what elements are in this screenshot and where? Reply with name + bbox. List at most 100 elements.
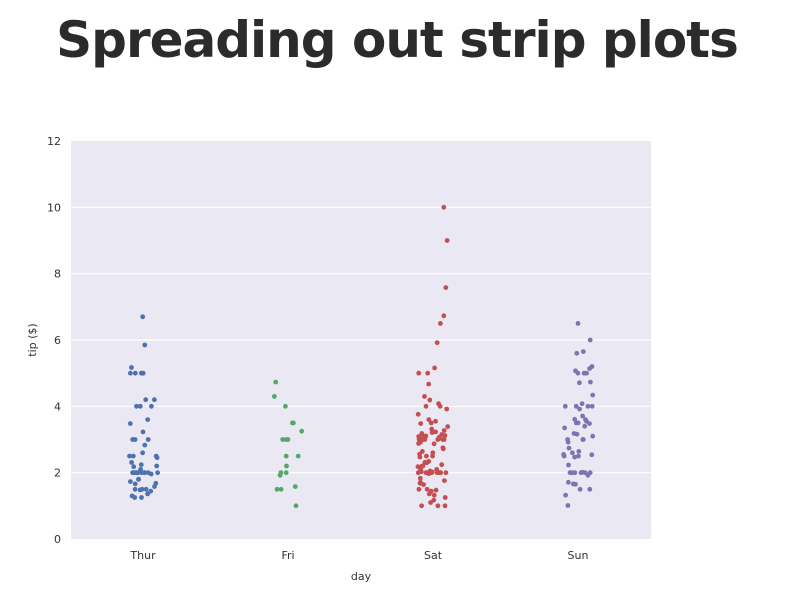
data-point-sat	[420, 463, 426, 469]
data-point-sat	[416, 370, 422, 376]
data-point-thur	[142, 442, 148, 448]
data-point-sun	[588, 379, 593, 385]
data-point-thur	[154, 455, 160, 461]
data-point-sun	[565, 503, 571, 508]
data-point-sun	[573, 481, 578, 487]
data-point-sun	[590, 392, 596, 398]
data-point-thur	[140, 429, 146, 435]
data-point-thur	[127, 479, 133, 484]
data-point-thur	[140, 450, 146, 456]
data-point-fri	[299, 428, 305, 434]
data-point-sun	[574, 431, 580, 437]
data-point-sun	[579, 401, 585, 407]
data-point-thur	[137, 403, 143, 409]
data-point-sun	[589, 452, 595, 458]
data-point-thur	[145, 491, 151, 497]
data-point-sat	[416, 441, 421, 446]
data-point-sat	[444, 406, 450, 412]
x-tick-labels: Thur Fri Sat Sun	[129, 549, 588, 562]
data-point-sat	[422, 394, 427, 399]
data-point-sat	[421, 482, 426, 487]
data-point-sun	[587, 337, 593, 343]
data-point-thur	[132, 370, 138, 376]
slide-title: Spreading out strip plots	[56, 11, 739, 69]
data-point-sat	[425, 370, 431, 376]
y-axis-label: tip ($)	[26, 323, 39, 356]
data-point-sun	[575, 370, 581, 376]
data-point-thur	[137, 487, 143, 493]
data-point-thur	[127, 453, 132, 459]
data-point-fri	[284, 463, 289, 469]
data-point-sat	[441, 313, 447, 319]
data-point-sun	[580, 349, 586, 354]
x-tick-label-sun: Sun	[568, 549, 589, 562]
y-tick-label: 10	[47, 201, 61, 214]
data-point-sat	[442, 503, 448, 509]
data-point-sat	[416, 486, 422, 492]
data-point-sat	[443, 285, 449, 290]
data-point-sun	[573, 420, 579, 426]
data-point-thur	[145, 437, 151, 442]
data-point-fri	[277, 472, 283, 478]
data-point-sun	[566, 462, 571, 468]
data-point-sat	[415, 470, 421, 476]
data-point-sun	[584, 370, 589, 376]
data-point-sun	[574, 350, 580, 356]
data-point-sat	[433, 418, 438, 424]
data-point-sat	[419, 503, 424, 509]
data-point-sat	[424, 486, 430, 492]
data-point-fri	[283, 403, 288, 409]
data-point-sat	[442, 433, 448, 438]
data-point-thur	[127, 370, 133, 376]
data-point-sat	[417, 475, 423, 481]
data-point-sun	[577, 406, 582, 412]
data-point-sun	[572, 454, 578, 460]
data-point-sat	[445, 424, 451, 429]
data-point-sat	[431, 492, 437, 498]
data-point-thur	[132, 495, 138, 500]
data-point-sun	[570, 450, 575, 456]
data-point-thur	[131, 464, 137, 470]
data-point-sat	[440, 446, 446, 452]
data-point-sat	[426, 381, 432, 387]
data-point-sat	[441, 428, 447, 433]
data-point-thur	[135, 470, 141, 476]
data-point-sun	[587, 366, 592, 371]
data-point-thur	[130, 437, 136, 442]
data-point-thur	[148, 488, 154, 494]
data-point-fri	[274, 486, 280, 492]
data-point-sun	[580, 413, 585, 419]
data-point-thur	[140, 370, 146, 376]
data-point-sun	[580, 437, 586, 442]
data-point-sat	[442, 478, 447, 483]
data-point-thur	[148, 471, 154, 477]
data-point-sun	[566, 445, 572, 451]
data-point-sat	[428, 500, 433, 505]
data-point-thur	[132, 481, 138, 487]
data-point-sun	[585, 403, 591, 409]
data-point-sun	[587, 486, 593, 492]
data-point-fri	[295, 453, 301, 459]
data-point-sun	[572, 416, 578, 422]
data-point-sat	[428, 420, 434, 426]
x-tick-label-thur: Thur	[129, 549, 156, 562]
data-point-sun	[566, 479, 571, 485]
data-point-thur	[143, 486, 149, 492]
data-point-sun	[577, 380, 582, 386]
x-tick-label-sat: Sat	[424, 549, 443, 562]
data-point-sat	[426, 471, 432, 477]
data-point-thur	[152, 397, 157, 403]
data-point-sat	[427, 397, 433, 403]
data-point-sat	[440, 437, 446, 442]
data-point-sat	[426, 417, 432, 422]
x-axis-label: day	[351, 570, 372, 583]
data-point-sat	[429, 430, 435, 435]
data-point-sun	[562, 403, 568, 409]
data-point-fri	[280, 437, 286, 442]
data-point-sun	[582, 423, 588, 429]
data-point-thur	[130, 470, 136, 476]
y-tick-label: 6	[54, 334, 61, 347]
data-point-sat	[418, 421, 424, 426]
data-point-fri	[285, 437, 291, 442]
y-tick-label: 4	[54, 400, 61, 413]
